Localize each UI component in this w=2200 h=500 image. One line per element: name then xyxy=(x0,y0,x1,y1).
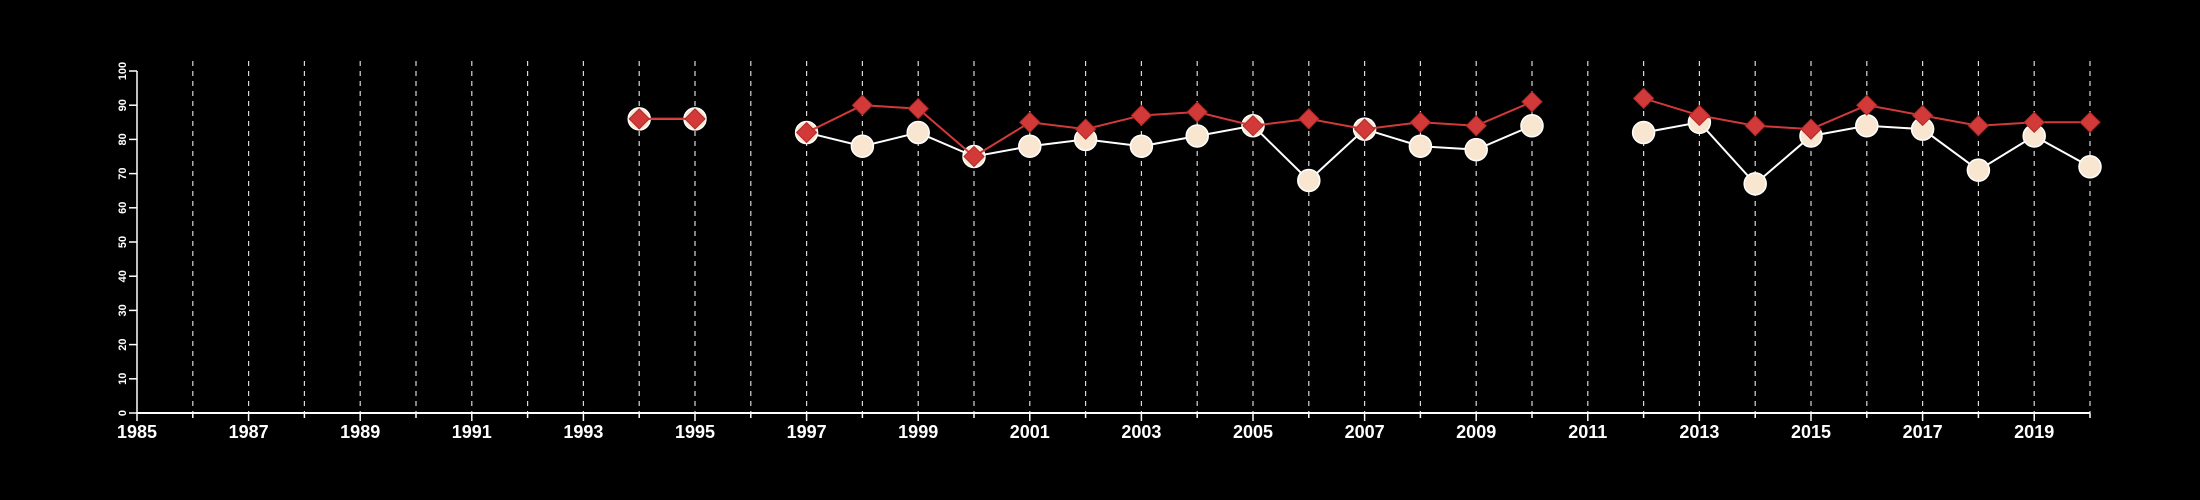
x-tick-label: 2019 xyxy=(2014,422,2054,442)
diamond-point xyxy=(1632,87,1655,110)
y-tick-label: 40 xyxy=(117,270,129,282)
y-tick-label: 50 xyxy=(117,236,129,248)
diamond-point xyxy=(795,121,818,144)
circle-point xyxy=(1185,124,1209,148)
y-tick-label: 90 xyxy=(117,99,129,111)
x-tick-label: 2005 xyxy=(1233,422,1273,442)
y-tick-label: 0 xyxy=(117,410,129,416)
diamond-point xyxy=(1074,118,1097,140)
x-tick-label: 1991 xyxy=(452,422,492,442)
x-tick-label: 2003 xyxy=(1121,422,1161,442)
circle-point xyxy=(1464,137,1488,162)
y-tick-label: 60 xyxy=(117,202,129,214)
circle-point xyxy=(1520,113,1544,138)
y-tick-label: 10 xyxy=(117,373,129,385)
circle-point xyxy=(1631,120,1656,145)
x-tick-label: 1999 xyxy=(898,422,938,442)
axes: 0 10 20 30 40 50 60 70 80 90 100 1985 1987 1989 1991 19… xyxy=(117,62,2091,442)
diamond-point xyxy=(1911,104,1934,127)
series xyxy=(627,87,2102,196)
x-tick-label: 2011 xyxy=(1568,422,1607,442)
y-tick-label: 80 xyxy=(117,133,129,145)
diamond-point xyxy=(1130,104,1153,127)
diamond-point xyxy=(1800,118,1822,140)
diamond-point xyxy=(628,108,650,130)
diamond-point xyxy=(1019,111,1041,134)
y-tick-label: 20 xyxy=(117,338,129,350)
x-tick-label: 2017 xyxy=(1903,422,1943,442)
y-tick-label: 70 xyxy=(117,167,129,179)
circle-point xyxy=(850,134,875,158)
x-tick-label: 2009 xyxy=(1456,422,1496,442)
circle-point xyxy=(2078,155,2102,179)
diamond-point xyxy=(963,145,985,168)
diamond-point xyxy=(2079,111,2101,134)
circle-point xyxy=(1743,172,1767,196)
x-tick-label: 1995 xyxy=(675,422,715,442)
diamond-point xyxy=(1409,111,1432,134)
diamond-point xyxy=(1744,115,1766,137)
diamond-point xyxy=(1186,101,1208,123)
y-tick-label: 100 xyxy=(117,62,129,80)
circle-point xyxy=(1297,168,1321,193)
x-tick-label: 1989 xyxy=(340,422,380,442)
diamond-point xyxy=(1521,91,1543,113)
diamond-point xyxy=(907,97,929,120)
circle-point xyxy=(1855,113,1879,138)
diamond-point xyxy=(684,108,706,130)
diamond-point xyxy=(1298,108,1320,130)
circle-point xyxy=(1966,158,1991,182)
x-tick-label: 2015 xyxy=(1791,422,1831,442)
x-tick-label: 2007 xyxy=(1345,422,1385,442)
diamond-point xyxy=(2023,111,2045,134)
diamond-point xyxy=(1967,115,1990,137)
diamond-point xyxy=(1242,115,1264,137)
circle-point xyxy=(1129,134,1154,158)
diamond-point xyxy=(1353,118,1376,140)
series-diamond xyxy=(628,87,2101,168)
x-tick-label: 2001 xyxy=(1010,422,1050,442)
x-tick-label: 1987 xyxy=(229,422,269,442)
x-tick-label: 1993 xyxy=(563,422,603,442)
diamond-point xyxy=(851,94,874,116)
x-tick-label: 1997 xyxy=(787,422,827,442)
diamond-point xyxy=(1465,115,1487,137)
gridlines xyxy=(192,61,2091,413)
x-tick-label: 2013 xyxy=(1679,422,1719,442)
diamond-point xyxy=(1688,104,1711,127)
circle-point xyxy=(1408,134,1433,158)
y-tick-label: 30 xyxy=(117,304,129,316)
circle-point xyxy=(1018,134,1042,158)
circle-point xyxy=(906,120,930,145)
diamond-point xyxy=(1856,94,1878,116)
x-tick-label: 1985 xyxy=(117,422,157,442)
